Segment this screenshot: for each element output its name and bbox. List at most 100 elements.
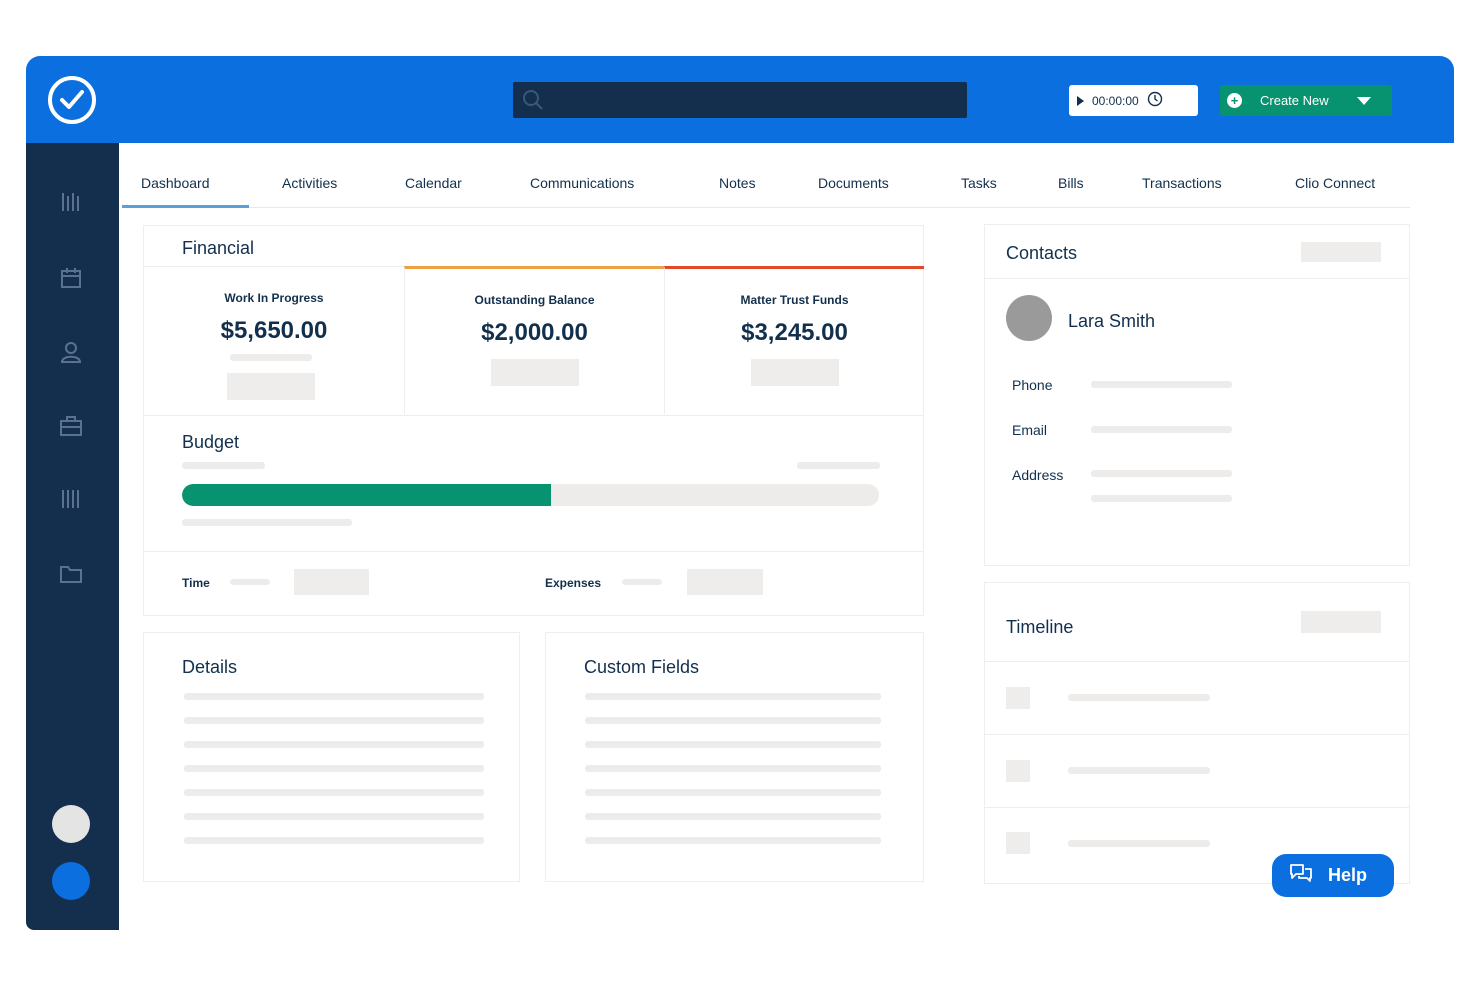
- folder-icon[interactable]: [59, 562, 83, 586]
- wip-label: Work In Progress: [224, 291, 324, 305]
- placeholder-line: [585, 789, 881, 796]
- tab-tasks[interactable]: Tasks: [961, 175, 997, 191]
- details-title: Details: [182, 657, 238, 677]
- tab-bills[interactable]: Bills: [1058, 175, 1084, 191]
- placeholder-line: [184, 765, 484, 772]
- contact-name[interactable]: Lara Smith: [1068, 311, 1156, 331]
- placeholder-line: [585, 837, 881, 844]
- placeholder-line: [1091, 426, 1232, 433]
- placeholder-line: [1091, 470, 1232, 477]
- user-avatar[interactable]: [52, 862, 90, 900]
- create-new-button[interactable]: + Create New: [1220, 85, 1392, 116]
- help-button[interactable]: Help: [1272, 854, 1394, 897]
- search-icon: [521, 88, 545, 117]
- placeholder-line: [585, 717, 881, 724]
- placeholder-block: [491, 359, 579, 386]
- placeholder-line: [585, 741, 881, 748]
- time-label: Time: [182, 576, 210, 590]
- phone-label: Phone: [1012, 377, 1053, 393]
- tab-documents[interactable]: Documents: [818, 175, 889, 191]
- app-window: 00:00:00 + Create New: [26, 56, 1454, 930]
- placeholder-block: [294, 569, 369, 595]
- avatar[interactable]: [52, 805, 90, 843]
- divider: [985, 278, 1409, 279]
- timer-value: 00:00:00: [1092, 93, 1139, 108]
- work-in-progress-panel: Work In Progress $5,650.00: [144, 266, 404, 414]
- timeline-card: Timeline: [984, 582, 1410, 884]
- contacts-card: Contacts Lara Smith Phone Email Address: [984, 224, 1410, 566]
- placeholder-line: [1091, 381, 1232, 388]
- top-bar: 00:00:00 + Create New: [26, 56, 1454, 143]
- create-new-label: Create New: [1260, 93, 1329, 108]
- placeholder-line: [182, 462, 265, 469]
- address-label: Address: [1012, 467, 1064, 483]
- sidebar: [26, 143, 119, 930]
- billing-icon[interactable]: [59, 487, 83, 511]
- divider: [985, 807, 1409, 808]
- tab-activities[interactable]: Activities: [282, 175, 338, 191]
- placeholder-line: [622, 579, 662, 585]
- email-label: Email: [1012, 422, 1048, 438]
- placeholder-block: [751, 359, 839, 386]
- budget-title: Budget: [182, 432, 240, 452]
- expenses-label: Expenses: [545, 576, 602, 590]
- placeholder-block: [227, 373, 315, 400]
- matters-icon[interactable]: [59, 190, 83, 214]
- wip-value: $5,650.00: [220, 317, 328, 344]
- contacts-title: Contacts: [1006, 243, 1078, 263]
- tab-communications[interactable]: Communications: [530, 175, 635, 191]
- contacts-icon[interactable]: [59, 340, 83, 364]
- help-label: Help: [1328, 865, 1368, 885]
- avatar[interactable]: [1006, 295, 1052, 341]
- budget-progress-fill: [182, 484, 552, 506]
- placeholder-line: [1068, 840, 1210, 847]
- divider: [985, 661, 1409, 662]
- placeholder-line: [184, 717, 484, 724]
- timer-widget[interactable]: 00:00:00: [1069, 85, 1198, 116]
- budget-progress-bar: [182, 484, 879, 506]
- placeholder-line: [184, 837, 484, 844]
- divider: [985, 734, 1409, 735]
- placeholder-line: [184, 693, 484, 700]
- matter-trust-funds-panel: Matter Trust Funds $3,245.00: [664, 266, 924, 414]
- tab-clio-connect[interactable]: Clio Connect: [1295, 175, 1376, 191]
- timeline-item-icon: [1006, 760, 1030, 782]
- placeholder-line: [1068, 767, 1210, 774]
- check-circle-icon[interactable]: [48, 76, 96, 124]
- tab-notes[interactable]: Notes: [719, 175, 756, 191]
- trust-funds-value: $3,245.00: [741, 319, 848, 346]
- placeholder-line: [230, 579, 270, 585]
- timeline-item-icon: [1006, 687, 1030, 709]
- tab-dashboard[interactable]: Dashboard: [122, 160, 249, 208]
- timeline-title: Timeline: [1006, 617, 1074, 637]
- tab-calendar[interactable]: Calendar: [405, 175, 462, 191]
- clock-icon: [1147, 91, 1163, 110]
- calendar-icon[interactable]: [59, 266, 83, 290]
- tab-transactions[interactable]: Transactions: [1142, 175, 1222, 191]
- chevron-down-icon[interactable]: [1356, 96, 1371, 105]
- custom-fields-title: Custom Fields: [584, 657, 700, 677]
- outstanding-label: Outstanding Balance: [474, 293, 595, 307]
- placeholder-line: [797, 462, 880, 469]
- plus-circle-icon: +: [1227, 93, 1242, 108]
- search-input[interactable]: [513, 82, 967, 118]
- placeholder-line: [585, 765, 881, 772]
- play-icon[interactable]: [1077, 95, 1084, 106]
- placeholder-line: [184, 741, 484, 748]
- timeline-item-icon: [1006, 832, 1030, 854]
- details-card: Details: [143, 632, 520, 882]
- placeholder-line: [1068, 694, 1210, 701]
- placeholder-line: [184, 813, 484, 820]
- tab-bar: Dashboard Activities Calendar Communicat…: [122, 160, 1410, 208]
- chat-icon: [1288, 861, 1314, 890]
- placeholder-line: [184, 789, 484, 796]
- briefcase-icon[interactable]: [59, 414, 83, 438]
- placeholder-block: [1301, 242, 1381, 262]
- trust-funds-label: Matter Trust Funds: [740, 293, 849, 307]
- placeholder-block: [687, 569, 763, 595]
- outstanding-balance-panel: Outstanding Balance $2,000.00: [404, 266, 664, 414]
- placeholder-line: [585, 813, 881, 820]
- placeholder-line: [230, 354, 312, 361]
- budget-section: Budget: [144, 415, 923, 552]
- placeholder-line: [182, 519, 352, 526]
